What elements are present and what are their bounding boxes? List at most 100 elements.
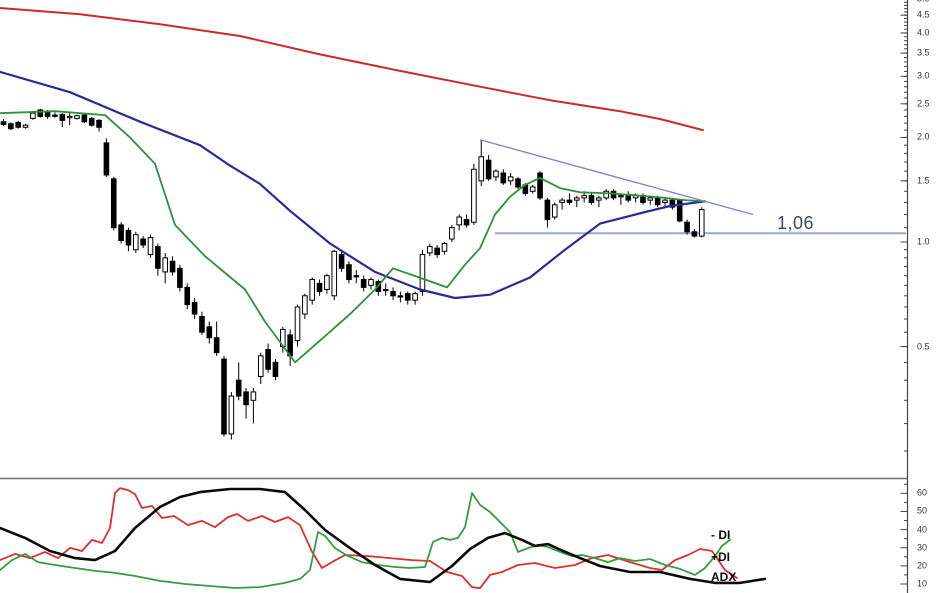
- candle-body: [316, 282, 323, 293]
- candle-body: [22, 124, 29, 128]
- candle-body: [272, 361, 279, 377]
- candle-body: [184, 286, 191, 306]
- y-axis-tick-label: 5.0: [917, 0, 930, 4]
- candle-body: [676, 199, 683, 222]
- y-axis-tick-label: 2.0: [917, 131, 930, 142]
- candle-body: [309, 278, 315, 301]
- candle-body: [206, 326, 213, 339]
- candle-body: [515, 178, 521, 188]
- y-axis-tick-label: 3.5: [917, 47, 930, 58]
- candle-body: [96, 119, 102, 128]
- candle-body: [235, 379, 242, 397]
- ma-blue-medium-line: [0, 70, 707, 300]
- candle-body: [463, 219, 470, 226]
- legend-adx-label: ADX: [711, 570, 737, 584]
- candle-body: [118, 224, 124, 241]
- candle-body: [177, 267, 183, 288]
- candle-body: [691, 231, 698, 237]
- trend-line: [479, 139, 754, 216]
- candle-body: [471, 168, 477, 223]
- candle-body: [228, 395, 235, 435]
- candle-body: [698, 209, 705, 237]
- candle-body: [191, 301, 198, 315]
- minus-di-line: [0, 487, 738, 590]
- candle-body: [360, 278, 367, 288]
- candle-body: [529, 186, 536, 192]
- candle-body: [537, 172, 543, 199]
- candle-body: [559, 199, 565, 203]
- candle-body: [368, 278, 374, 286]
- candle-body: [427, 246, 433, 254]
- candle-body: [353, 275, 360, 278]
- y-axis-tick-label: 3.0: [917, 70, 930, 81]
- candle-body: [434, 247, 440, 256]
- y-axis-tick-label: 1.5: [917, 175, 930, 186]
- y-axis-tick-label: 60: [917, 487, 928, 498]
- candle-body: [162, 257, 168, 273]
- candle-body: [596, 197, 602, 201]
- candle-body: [15, 121, 21, 128]
- candle-body: [588, 195, 595, 203]
- candle-body: [0, 121, 7, 125]
- candle-body: [404, 293, 411, 301]
- candle-body: [250, 391, 257, 401]
- candle-body: [382, 288, 389, 292]
- candle-body: [81, 114, 88, 123]
- y-axis-tick-label: 4.0: [917, 27, 930, 38]
- candle-body: [662, 199, 668, 203]
- candle-body: [66, 115, 73, 119]
- candle-body: [103, 142, 110, 176]
- candle-body: [52, 114, 58, 117]
- candle-body: [294, 306, 301, 342]
- candle-body: [397, 295, 404, 298]
- y-axis-tick-label: 50: [917, 505, 928, 516]
- y-axis-tick-label: 40: [917, 524, 928, 535]
- candle-body: [133, 234, 139, 251]
- candle-body: [74, 115, 80, 119]
- candle-body: [566, 199, 573, 203]
- candle-body: [390, 291, 396, 297]
- candle-body: [302, 295, 308, 315]
- candle-body: [551, 204, 558, 218]
- candle-body: [243, 391, 249, 406]
- candle-body: [331, 250, 338, 297]
- candle-body: [324, 275, 330, 290]
- candle-body: [485, 159, 492, 180]
- y-axis-tick-label: 0.5: [917, 341, 930, 352]
- candle-body: [140, 238, 146, 246]
- candle-body: [544, 199, 551, 221]
- candle-body: [625, 195, 632, 201]
- candle-body: [30, 112, 36, 119]
- candle-body: [169, 260, 176, 273]
- y-axis-tick-label: 20: [917, 560, 928, 571]
- candle-body: [684, 221, 690, 233]
- candle-body: [37, 109, 44, 117]
- candle-body: [155, 246, 161, 269]
- candle-body: [618, 195, 624, 198]
- candle-body: [125, 229, 132, 246]
- candle-body: [500, 172, 507, 184]
- candle-body: [59, 113, 66, 121]
- candle-body: [669, 199, 676, 208]
- candle-body: [8, 123, 14, 130]
- legend-plus-di-label: +DI: [711, 550, 731, 564]
- candle-body: [574, 197, 580, 201]
- candle-body: [265, 349, 271, 370]
- candle-body: [213, 337, 220, 354]
- candle-body: [221, 358, 227, 435]
- candle-body: [456, 216, 462, 226]
- candle-body: [147, 237, 154, 256]
- candle-body: [110, 178, 117, 229]
- candle-body: [338, 254, 345, 269]
- candle-body: [478, 156, 485, 182]
- candle-body: [654, 197, 661, 206]
- candle-body: [647, 197, 654, 201]
- plus-di-line: [0, 492, 731, 589]
- y-axis-tick-label: 4.5: [917, 9, 930, 20]
- candle-body: [412, 293, 418, 301]
- support-price-label: 1,06: [777, 213, 815, 233]
- candle-body: [441, 243, 448, 252]
- candle-body: [581, 195, 587, 199]
- candle-body: [449, 227, 455, 240]
